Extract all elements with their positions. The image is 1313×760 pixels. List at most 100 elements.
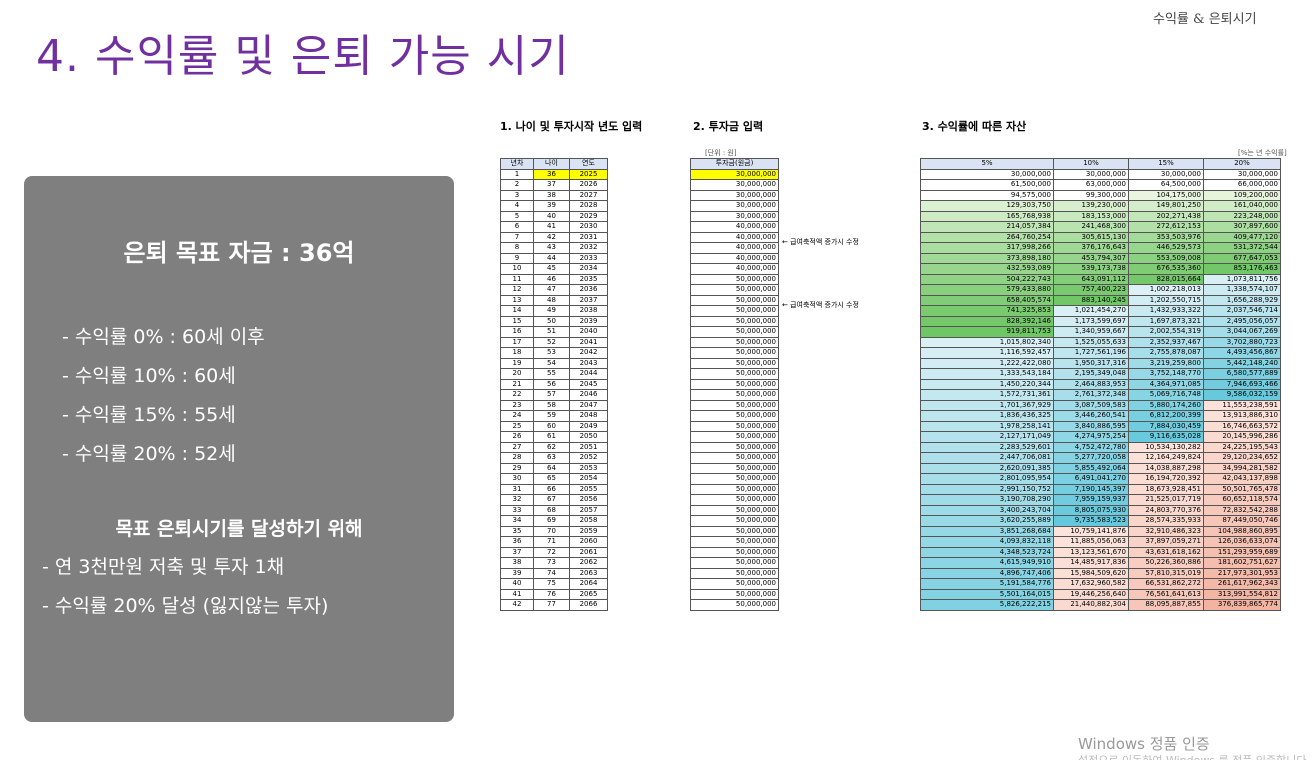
principal-cell: 30,000,000 — [690, 200, 779, 212]
age-cell: 70 — [533, 525, 570, 537]
asset-10pct-cell: 7,959,159,937 — [1053, 494, 1129, 506]
asset-20pct-cell: 223,248,000 — [1203, 210, 1281, 222]
principal-cell: 50,000,000 — [690, 452, 779, 464]
age-row: 16 51 2040 — [500, 326, 608, 338]
age-row: 41 76 2065 — [500, 588, 608, 600]
year-index-cell: 17 — [500, 336, 534, 348]
investment-row: 40,000,000 — [690, 231, 779, 243]
asset-15pct-cell: 16,194,720,392 — [1128, 473, 1204, 485]
year-cell: 2051 — [569, 441, 608, 453]
asset-10pct-cell: 539,173,738 — [1053, 263, 1129, 275]
asset-row: 4,348,523,724 13,123,561,670 43,631,618,16… — [920, 546, 1281, 558]
year-index-cell: 19 — [500, 357, 534, 369]
asset-20pct-cell: 1,338,574,107 — [1203, 284, 1281, 296]
asset-5pct-cell: 1,836,436,325 — [920, 410, 1054, 422]
col-header-principal: 투자금(원금) — [690, 158, 779, 170]
principal-cell: 50,000,000 — [690, 305, 779, 317]
asset-row: 1,572,731,361 2,761,372,348 5,069,716,748 9… — [920, 389, 1281, 401]
asset-5pct-cell: 4,348,523,724 — [920, 546, 1054, 558]
age-row: 22 57 2046 — [500, 389, 608, 401]
asset-10pct-cell: 1,021,454,270 — [1053, 305, 1129, 317]
asset-20pct-cell: 87,449,050,746 — [1203, 515, 1281, 527]
year-cell: 2047 — [569, 399, 608, 411]
asset-15pct-cell: 57,810,315,019 — [1128, 567, 1204, 579]
year-index-cell: 2 — [500, 179, 534, 191]
age-row: 42 77 2066 — [500, 599, 608, 611]
asset-20pct-cell: 11,553,238,591 — [1203, 399, 1281, 411]
age-cell: 40 — [533, 210, 570, 222]
asset-10pct-cell: 3,446,260,541 — [1053, 410, 1129, 422]
age-row: 3 38 2027 — [500, 189, 608, 201]
age-cell: 67 — [533, 494, 570, 506]
principal-cell: 50,000,000 — [690, 420, 779, 432]
asset-15pct-cell: 1,697,873,321 — [1128, 315, 1204, 327]
action-item-save: - 연 3천만원 저축 및 투자 1채 — [42, 556, 285, 578]
asset-15pct-cell: 10,534,130,282 — [1128, 441, 1204, 453]
investment-row: 50,000,000 — [690, 347, 779, 359]
investment-row: 50,000,000 — [690, 441, 779, 453]
asset-10pct-cell: 8,805,075,930 — [1053, 504, 1129, 516]
year-index-cell: 16 — [500, 326, 534, 338]
year-cell: 2054 — [569, 473, 608, 485]
year-index-cell: 24 — [500, 410, 534, 422]
age-cell: 73 — [533, 557, 570, 569]
year-cell: 2045 — [569, 378, 608, 390]
asset-5pct-cell: 4,896,747,406 — [920, 567, 1054, 579]
asset-15pct-cell: 30,000,000 — [1128, 168, 1204, 180]
age-row: 18 53 2042 — [500, 347, 608, 359]
age-row: 36 71 2060 — [500, 536, 608, 548]
asset-10pct-cell: 99,300,000 — [1053, 189, 1129, 201]
asset-15pct-cell: 76,561,641,613 — [1128, 588, 1204, 600]
note-salary-increase-1: ← 급여축적액 증가시 수정 — [782, 238, 859, 246]
year-cell: 2032 — [569, 242, 608, 254]
age-row: 2 37 2026 — [500, 179, 608, 191]
asset-10pct-cell: 17,632,960,582 — [1053, 578, 1129, 590]
asset-20pct-cell: 151,293,959,689 — [1203, 546, 1281, 558]
age-cell: 50 — [533, 315, 570, 327]
asset-row: 30,000,000 30,000,000 30,000,000 30,000,000 — [920, 168, 1281, 180]
asset-5pct-cell: 579,433,880 — [920, 284, 1054, 296]
asset-5pct-cell: 4,615,949,910 — [920, 557, 1054, 569]
year-index-cell: 8 — [500, 242, 534, 254]
asset-15pct-cell: 12,164,249,824 — [1128, 452, 1204, 464]
principal-cell: 50,000,000 — [690, 473, 779, 485]
year-cell: 2057 — [569, 504, 608, 516]
asset-5pct-cell: 2,801,095,954 — [920, 473, 1054, 485]
asset-5pct-cell: 4,093,832,118 — [920, 536, 1054, 548]
age-row: 23 58 2047 — [500, 399, 608, 411]
principal-cell: 50,000,000 — [690, 546, 779, 558]
year-index-cell: 21 — [500, 378, 534, 390]
asset-row: 1,978,258,141 3,840,886,595 7,884,030,459 1… — [920, 420, 1281, 432]
rate-line-15: - 수익률 15% : 55세 — [62, 404, 236, 426]
year-cell: 2052 — [569, 452, 608, 464]
asset-10pct-cell: 1,525,055,633 — [1053, 336, 1129, 348]
year-cell: 2041 — [569, 336, 608, 348]
principal-cell: 30,000,000 — [690, 179, 779, 191]
principal-cell: 50,000,000 — [690, 336, 779, 348]
asset-5pct-cell: 264,760,254 — [920, 231, 1054, 243]
age-cell: 76 — [533, 588, 570, 600]
year-index-cell: 41 — [500, 588, 534, 600]
year-cell: 2065 — [569, 588, 608, 600]
age-cell: 56 — [533, 378, 570, 390]
investment-row: 50,000,000 — [690, 567, 779, 579]
principal-cell: 50,000,000 — [690, 462, 779, 474]
page-title: 4. 수익률 및 은퇴 가능 시기 — [36, 31, 570, 82]
asset-20pct-cell: 2,495,056,057 — [1203, 315, 1281, 327]
asset-5pct-cell: 1,222,422,080 — [920, 357, 1054, 369]
asset-15pct-cell: 50,226,360,886 — [1128, 557, 1204, 569]
asset-5pct-cell: 1,572,731,361 — [920, 389, 1054, 401]
asset-10pct-cell: 1,727,561,196 — [1053, 347, 1129, 359]
investment-row: 50,000,000 — [690, 483, 779, 495]
asset-row: 264,760,254 305,615,130 353,503,976 409,477… — [920, 231, 1281, 243]
principal-cell: 40,000,000 — [690, 221, 779, 233]
asset-10pct-cell: 6,491,041,270 — [1053, 473, 1129, 485]
asset-5pct-cell: 5,826,222,215 — [920, 599, 1054, 611]
age-cell: 75 — [533, 578, 570, 590]
year-index-cell: 29 — [500, 462, 534, 474]
asset-15pct-cell: 3,752,148,770 — [1128, 368, 1204, 380]
principal-cell: 50,000,000 — [690, 557, 779, 569]
age-cell: 52 — [533, 336, 570, 348]
year-cell: 2061 — [569, 546, 608, 558]
asset-row: 2,447,706,081 5,277,720,058 12,164,249,824… — [920, 452, 1281, 464]
